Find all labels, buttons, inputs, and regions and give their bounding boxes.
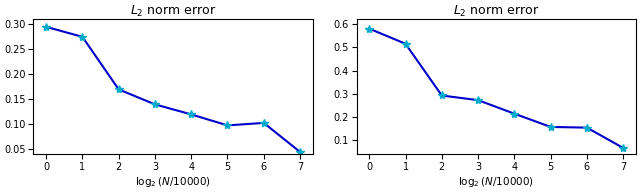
X-axis label: $\log_2(N/10000)$: $\log_2(N/10000)$ <box>458 175 534 189</box>
Title: $L_2$ norm error: $L_2$ norm error <box>130 4 216 19</box>
Title: $L_2$ norm error: $L_2$ norm error <box>453 4 540 19</box>
X-axis label: $\log_2(N/10000)$: $\log_2(N/10000)$ <box>135 175 211 189</box>
